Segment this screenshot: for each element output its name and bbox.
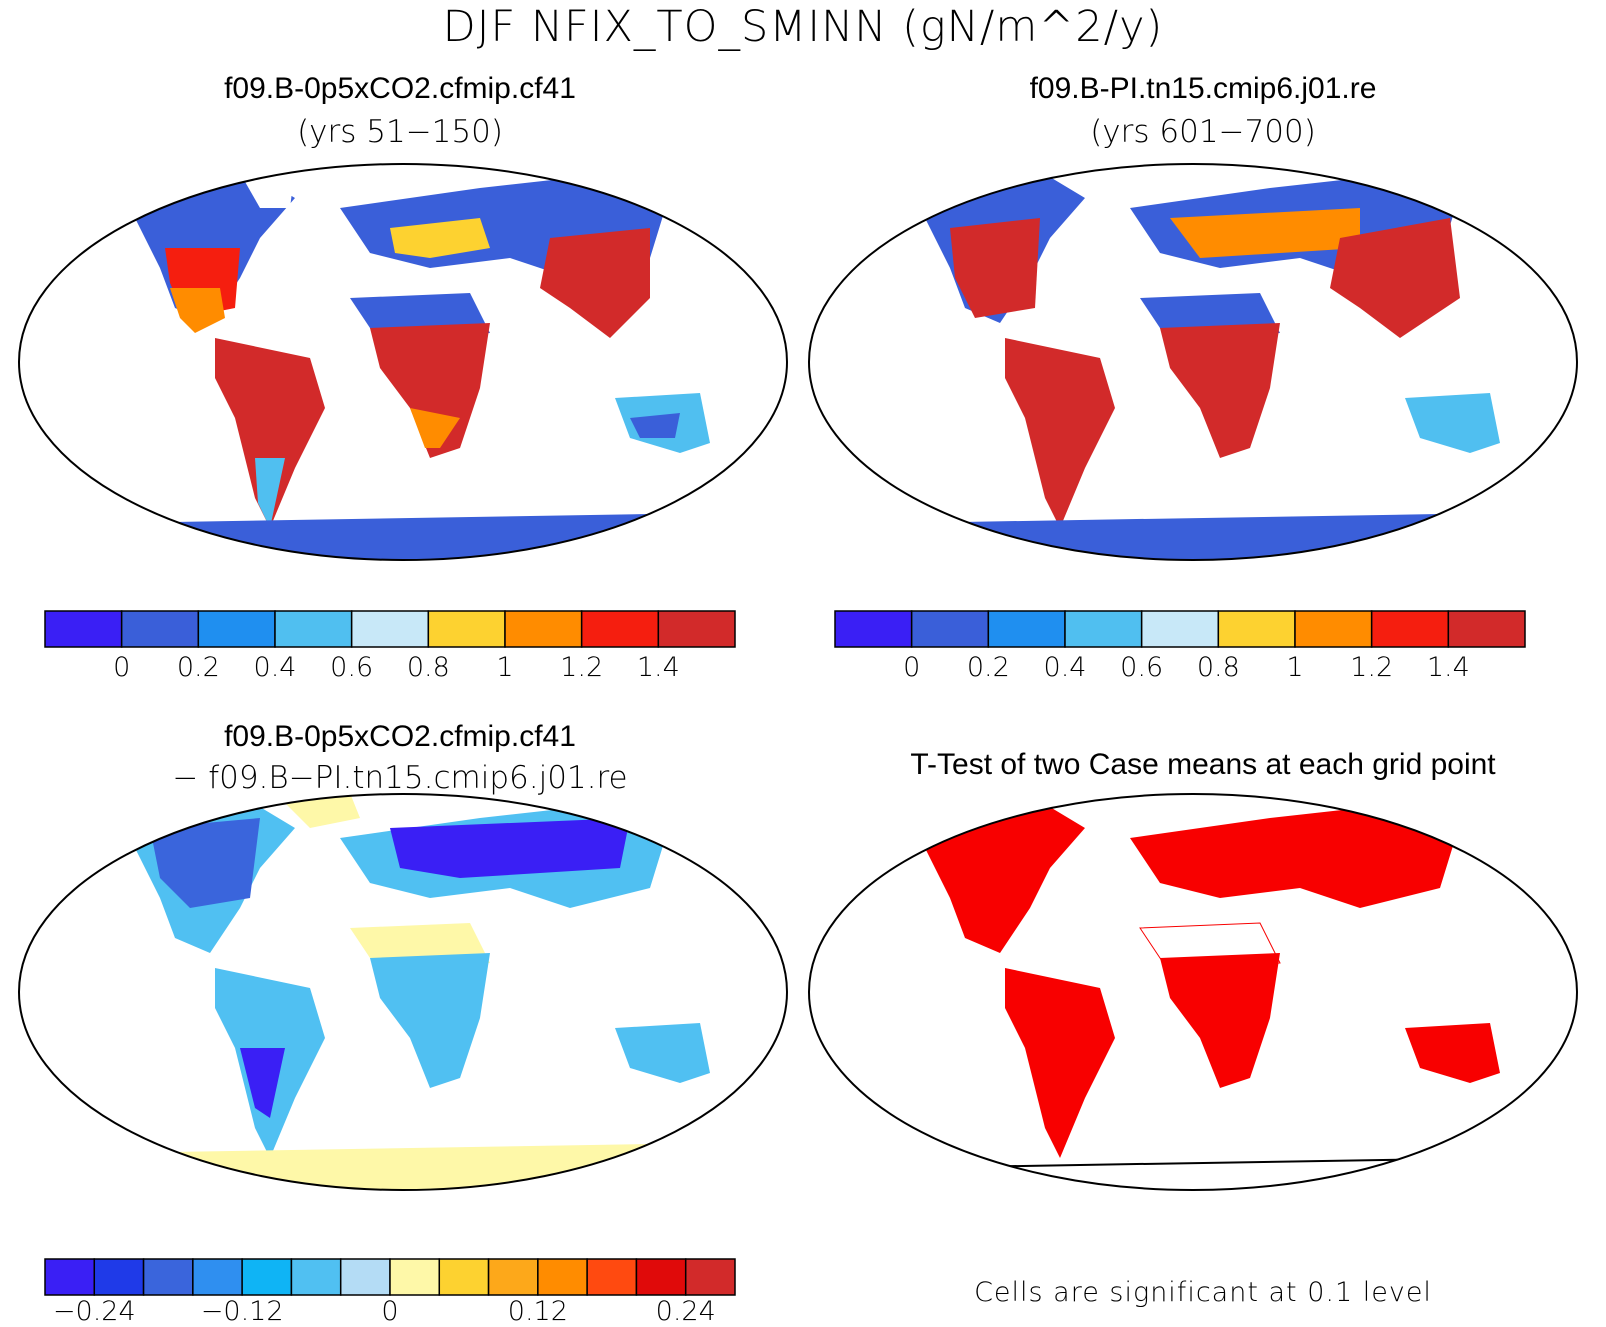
colorbar-swatch (427, 610, 506, 648)
colorbar-swatch (197, 610, 276, 648)
colorbar-panel-2 (834, 610, 1526, 648)
colorbar-swatch (1064, 610, 1143, 648)
colorbar-swatch (834, 610, 913, 648)
colorbar-tick-label: 1.2 (1350, 652, 1394, 683)
colorbar-tick-label: 0.2 (176, 652, 220, 683)
colorbar-swatch (438, 1258, 490, 1296)
panel2-title: f09.B-PI.tn15.cmip6.j01.re (1029, 72, 1377, 105)
colorbar-tick-label: 1.4 (1426, 652, 1470, 683)
colorbar-swatch (1294, 610, 1373, 648)
continents-panel-2 (890, 168, 1520, 560)
colorbar-swatch (487, 1258, 539, 1296)
continents-panel-1 (100, 168, 730, 560)
colorbar-tick-label: 0.8 (406, 652, 450, 683)
colorbar-swatch (657, 610, 736, 648)
panel2-subtitle: (yrs 601−700) (1090, 114, 1316, 150)
map-panel-3 (18, 793, 788, 1191)
colorbar-swatch (93, 1258, 145, 1296)
colorbar-tick-label: −0.24 (52, 1296, 136, 1327)
colorbar-swatch (350, 610, 430, 648)
colorbar-tick-label: 0 (381, 1296, 399, 1327)
colorbar-swatch (504, 610, 583, 648)
colorbar-panel-3-ticks: −0.24 −0.12 0 0.12 0.24 (44, 1296, 736, 1327)
colorbar-swatch (192, 1258, 243, 1296)
colorbar-tick-label: 0.6 (1120, 652, 1164, 683)
colorbar-swatch (290, 1258, 342, 1296)
colorbar-swatch (1370, 610, 1450, 648)
panel3-subtitle: − f09.B−PI.tn15.cmip6.j01.re (172, 760, 628, 796)
colorbar-swatch (635, 1258, 687, 1296)
colorbar-tick-label: 0.2 (966, 652, 1010, 683)
colorbar-tick-label: 0.12 (507, 1296, 568, 1327)
panel3-title: f09.B-0p5xCO2.cfmip.cf41 (224, 720, 576, 753)
panel1-subtitle: (yrs 51−150) (297, 114, 503, 150)
colorbar-swatch (1217, 610, 1296, 648)
colorbar-swatch (44, 1258, 96, 1296)
colorbar-swatch (241, 1258, 293, 1296)
colorbar-swatch (389, 1258, 441, 1296)
colorbar-tick-label: 0.8 (1196, 652, 1240, 683)
colorbar-swatch (910, 610, 990, 648)
colorbar-tick-label: 0.6 (330, 652, 374, 683)
colorbar-tick-label: 0 (903, 652, 921, 683)
colorbar-panel-2-ticks: 0 0.2 0.4 0.6 0.8 1 1.2 1.4 (834, 652, 1526, 688)
colorbar-tick-label: −0.12 (200, 1296, 284, 1327)
colorbar-panel-1-ticks: 0 0.2 0.4 0.6 0.8 1 1.2 1.4 (44, 652, 736, 688)
map-panel-4 (808, 793, 1578, 1191)
colorbar-tick-label: 1 (1286, 652, 1304, 683)
colorbar-swatch (684, 1258, 736, 1296)
colorbar-tick-label: 1.2 (560, 652, 604, 683)
colorbar-swatch (339, 1258, 391, 1296)
significance-panel-4 (899, 798, 1501, 1169)
panel1-title: f09.B-0p5xCO2.cfmip.cf41 (224, 72, 576, 105)
colorbar-tick-label: 0.4 (253, 652, 297, 683)
colorbar-swatch (274, 610, 353, 648)
figure-title: DJF NFIX_TO_SMINN (gN/m^2/y) (442, 2, 1164, 52)
colorbar-tick-label: 1 (496, 652, 514, 683)
map-panel-2 (808, 163, 1578, 561)
colorbar-panel-3 (44, 1258, 736, 1296)
significance-footnote: Cells are significant at 0.1 level (974, 1277, 1432, 1308)
colorbar-tick-label: 1.4 (636, 652, 680, 683)
colorbar-swatch (120, 610, 200, 648)
colorbar-swatch (142, 1258, 194, 1296)
colorbar-tick-label: 0.24 (655, 1296, 716, 1327)
colorbar-tick-label: 0.4 (1043, 652, 1087, 683)
colorbar-swatch (44, 610, 123, 648)
colorbar-swatch (580, 610, 660, 648)
colorbar-swatch (586, 1258, 638, 1296)
colorbar-panel-1 (44, 610, 736, 648)
map-panel-1 (18, 163, 788, 561)
panel4-title: T-Test of two Case means at each grid po… (910, 748, 1496, 781)
continents-panel-3 (100, 794, 730, 1190)
colorbar-swatch (537, 1258, 588, 1296)
colorbar-tick-label: 0 (113, 652, 131, 683)
colorbar-swatch (1140, 610, 1220, 648)
colorbar-swatch (1447, 610, 1526, 648)
colorbar-swatch (987, 610, 1066, 648)
